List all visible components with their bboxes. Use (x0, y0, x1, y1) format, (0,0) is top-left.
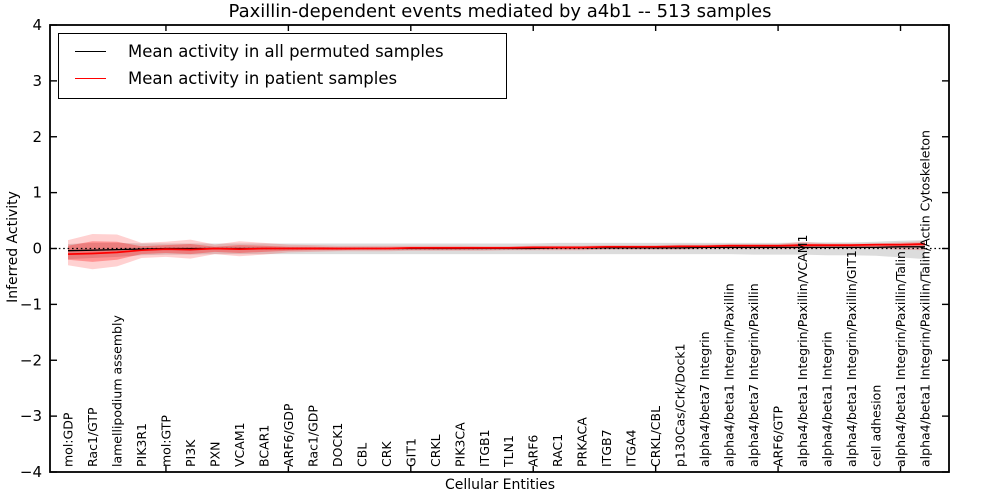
x-category-label: PI3K (183, 439, 198, 467)
x-category-label: alpha4/beta7 Integrin/Paxillin (746, 283, 761, 467)
x-category-label: ARF6/GTP (771, 406, 786, 467)
legend-item-patient: Mean activity in patient samples (59, 65, 506, 92)
legend: Mean activity in all permuted samples Me… (58, 33, 507, 99)
y-tick-label: 1 (32, 184, 42, 202)
x-category-label: ARF6 (526, 435, 541, 467)
x-category-label: alpha4/beta1 Integrin/Paxillin/VCAM1 (795, 235, 810, 467)
y-axis-label: Inferred Activity (5, 191, 21, 303)
y-tick-label: −4 (20, 463, 42, 481)
x-axis-label: Cellular Entities (444, 477, 556, 493)
legend-label: Mean activity in all permuted samples (128, 42, 444, 61)
x-category-label: CRKL/CBL (648, 406, 663, 467)
x-category-label: VCAM1 (232, 422, 247, 467)
x-category-label: alpha4/beta1 Integrin/Paxillin/Talin (893, 251, 908, 467)
band-patient-samples-range-outer (68, 234, 925, 270)
x-category-label: mol:GDP (61, 412, 76, 467)
x-category-label: ARF6/GDP (281, 403, 296, 467)
y-tick-label: −1 (20, 295, 42, 313)
x-category-label: PRKACA (575, 417, 590, 467)
y-tick-label: 4 (32, 16, 42, 34)
y-tick-label: 2 (32, 128, 42, 146)
x-category-label: CRK (379, 441, 394, 467)
x-category-label: p130Cas/Crk/Dock1 (673, 343, 688, 467)
x-category-label: alpha4/beta1 Integrin/Paxillin/GIT1 (844, 250, 859, 467)
legend-label: Mean activity in patient samples (128, 69, 398, 88)
x-category-label: alpha4/beta1 Integrin (820, 331, 835, 467)
x-category-label: GIT1 (403, 438, 418, 467)
chart-title: Paxillin-dependent events mediated by a4… (228, 1, 772, 22)
x-category-label: CRKL (428, 434, 443, 467)
x-category-label: CBL (354, 443, 369, 467)
x-category-label: lamellipodium assembly (109, 315, 124, 467)
x-category-label: PIK3CA (452, 422, 467, 467)
y-tick-label: −2 (20, 351, 42, 369)
x-category-label: alpha4/beta7 Integrin (697, 331, 712, 467)
x-category-label: ITGA4 (624, 429, 639, 467)
x-category-label: TLN1 (501, 435, 516, 468)
x-category-label: DOCK1 (330, 423, 345, 467)
x-category-label: PXN (207, 442, 222, 467)
x-category-label: mol:GTP (158, 415, 173, 467)
legend-line-swatch-black (75, 51, 106, 52)
x-category-label: cell adhesion (869, 385, 884, 467)
x-category-label: Rac1/GDP (305, 405, 320, 467)
x-category-label: Rac1/GTP (85, 407, 100, 467)
y-tick-label: 3 (32, 72, 42, 90)
x-category-label: BCAR1 (256, 425, 271, 467)
band-permuted-samples-range (68, 240, 925, 260)
x-category-label: ITGB7 (599, 429, 614, 467)
x-category-label: alpha4/beta1 Integrin/Paxillin/Talin/Act… (918, 130, 933, 467)
y-tick-label: 0 (32, 240, 42, 258)
x-category-label: RAC1 (550, 434, 565, 467)
y-tick-label: −3 (20, 407, 42, 425)
series-line-patient (67, 243, 926, 255)
x-category-label: ITGB1 (477, 429, 492, 467)
legend-item-permuted: Mean activity in all permuted samples (59, 38, 506, 65)
legend-line-swatch-red (75, 78, 106, 79)
x-category-label: PIK3R1 (134, 423, 149, 467)
x-category-label: alpha4/beta1 Integrin/Paxillin (722, 283, 737, 467)
